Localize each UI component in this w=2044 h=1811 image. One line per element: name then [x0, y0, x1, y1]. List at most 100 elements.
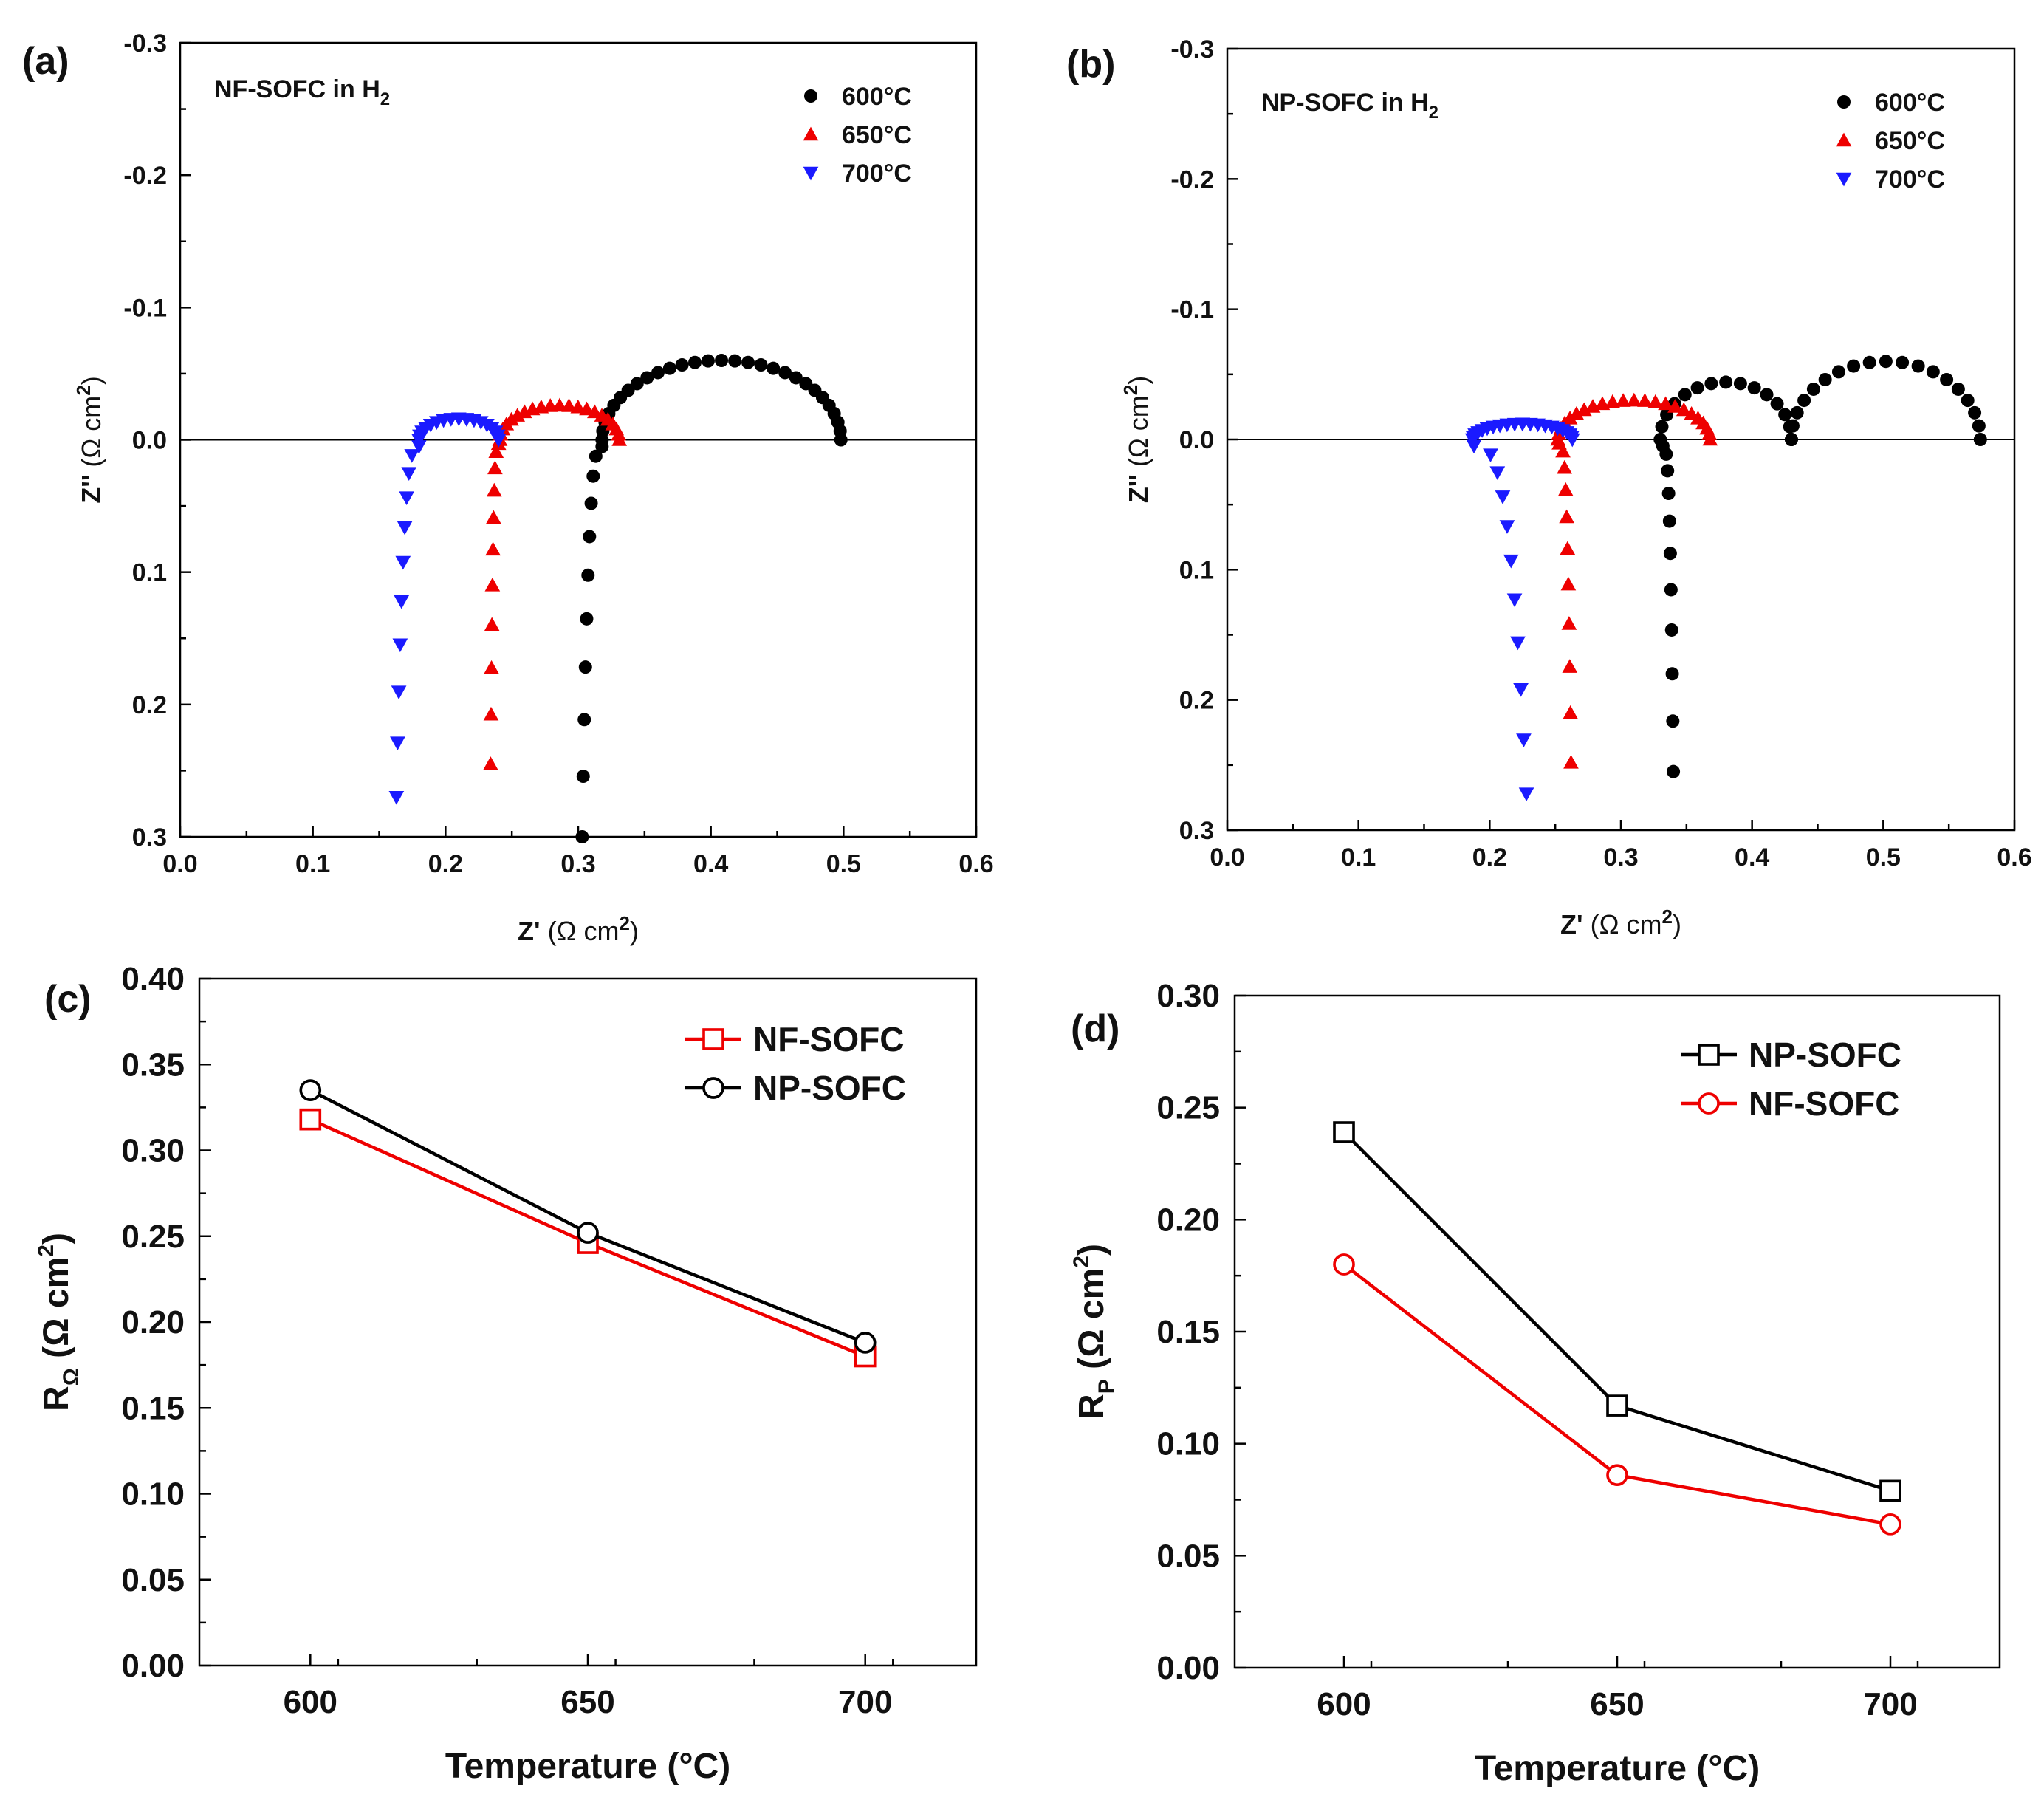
y-tick-label: 0.00 [1156, 1650, 1220, 1686]
y-tick-label: -0.3 [1170, 35, 1214, 64]
legend-marker [1836, 172, 1852, 187]
data-point [766, 361, 781, 375]
series-line [309, 1089, 866, 1344]
data-point [1562, 659, 1578, 673]
data-point [1466, 439, 1482, 454]
x-tick-label: 0.1 [295, 850, 330, 878]
data-point [728, 354, 742, 368]
data-point [390, 736, 405, 750]
data-point [510, 408, 526, 422]
x-tick-label: 0.0 [162, 850, 197, 878]
data-point [1896, 355, 1910, 369]
data-point [1561, 616, 1577, 630]
data-point [1940, 372, 1954, 386]
x-tick-label: 700 [838, 1684, 892, 1720]
y-axis-label: Z'' (Ω cm2) [1119, 376, 1153, 503]
y-tick-label: 0.1 [132, 559, 167, 587]
data-point [397, 521, 413, 535]
panel-label: (c) [44, 978, 92, 1021]
data-point [789, 371, 803, 385]
y-tick-label: -0.1 [1170, 296, 1214, 324]
panel-d: 600 650 700 0.00 0.05 0.10 0.15 0.20 0.25 0.30 (d)… [1069, 978, 2001, 1788]
series-650°C: 650°C [1550, 127, 1945, 769]
y-tick-label: 0.40 [121, 961, 185, 997]
data-point [651, 366, 665, 380]
x-axis-label: Z' (Ω cm2) [1560, 906, 1681, 939]
data-point [1664, 583, 1678, 597]
x-axis-label: Temperature (°C) [445, 1747, 730, 1786]
y-axis-label: Z'' (Ω cm2) [72, 376, 106, 503]
data-point [1911, 359, 1925, 373]
data-point [391, 685, 407, 700]
data-point [485, 541, 501, 556]
legend-label: 600°C [842, 83, 912, 111]
data-point [1747, 381, 1761, 395]
data-point [1516, 733, 1532, 747]
x-tick-label: 700 [1863, 1686, 1917, 1722]
data-point [1961, 394, 1975, 408]
x-tick-label: 0.1 [1341, 843, 1376, 872]
data-point [1678, 388, 1692, 402]
data-point [392, 638, 408, 653]
data-point [1562, 411, 1578, 425]
chart-title: NF-SOFC in H2 [214, 75, 390, 109]
data-point [1666, 714, 1680, 728]
y-tick-label: 0.15 [121, 1390, 185, 1426]
data-point [584, 496, 598, 510]
data-point [741, 355, 755, 369]
data-point [1951, 382, 1965, 396]
y-tick-label: 0.10 [121, 1476, 185, 1513]
data-point [1659, 447, 1673, 461]
data-point [1704, 377, 1718, 391]
data-point [754, 358, 768, 372]
data-point [552, 397, 568, 412]
series-600°C: 600°C [1653, 89, 1987, 778]
y-tick-label: 0.3 [1179, 817, 1214, 845]
data-point [1661, 487, 1676, 501]
x-tick-label: 0.3 [1603, 843, 1638, 872]
data-point [1563, 754, 1579, 769]
data-point [388, 790, 405, 805]
data-point [1333, 1121, 1355, 1143]
y-tick-label: 0.25 [1156, 1090, 1220, 1126]
x-tick-label: 0.6 [1997, 843, 2031, 872]
legend-label: 700°C [1875, 165, 1945, 194]
data-point [1661, 464, 1675, 478]
data-point [1733, 377, 1747, 391]
data-point [1663, 547, 1677, 561]
data-point [589, 449, 603, 463]
data-point [1647, 394, 1664, 408]
data-point [688, 355, 702, 369]
panel-a: 0.0 0.1 0.2 0.3 0.4 0.5 0.6 -0.3 -0.2 -0.1 0.0 0.1 0… [22, 30, 994, 946]
panel-c: 600 650 700 0.00 0.05 0.10 0.15 0.20 0.25 0.30 0.3… [34, 961, 978, 1786]
y-axis-label: RP (Ω cm2) [1069, 1244, 1119, 1420]
legend-label: 600°C [1875, 89, 1945, 117]
legend-label: NP-SOFC [1749, 1035, 1901, 1074]
data-point [1770, 397, 1784, 411]
data-point [1513, 682, 1529, 697]
data-point [580, 612, 594, 626]
y-tick-label: -0.2 [123, 162, 167, 190]
data-point [577, 713, 591, 727]
legend-label: 650°C [842, 121, 912, 149]
x-tick-label: 0.2 [428, 850, 463, 878]
data-point [1847, 359, 1861, 373]
data-point [579, 401, 594, 416]
x-tick-label: 0.3 [560, 850, 595, 878]
data-point [1606, 1464, 1628, 1486]
data-point [1557, 482, 1574, 496]
data-point [1926, 365, 1940, 379]
series-NF-SOFC: NF-SOFC [1333, 1084, 1901, 1536]
data-point [1489, 466, 1506, 481]
data-point [1676, 402, 1692, 417]
x-tick-label: 0.5 [1866, 843, 1901, 872]
data-point [1559, 509, 1574, 524]
data-point [1510, 636, 1526, 651]
data-point [576, 770, 590, 784]
data-point [1972, 419, 1986, 433]
panel-label: (a) [22, 40, 69, 83]
data-point [1499, 520, 1515, 534]
data-point [401, 467, 417, 481]
data-point [1555, 443, 1571, 458]
data-point [1665, 667, 1679, 681]
